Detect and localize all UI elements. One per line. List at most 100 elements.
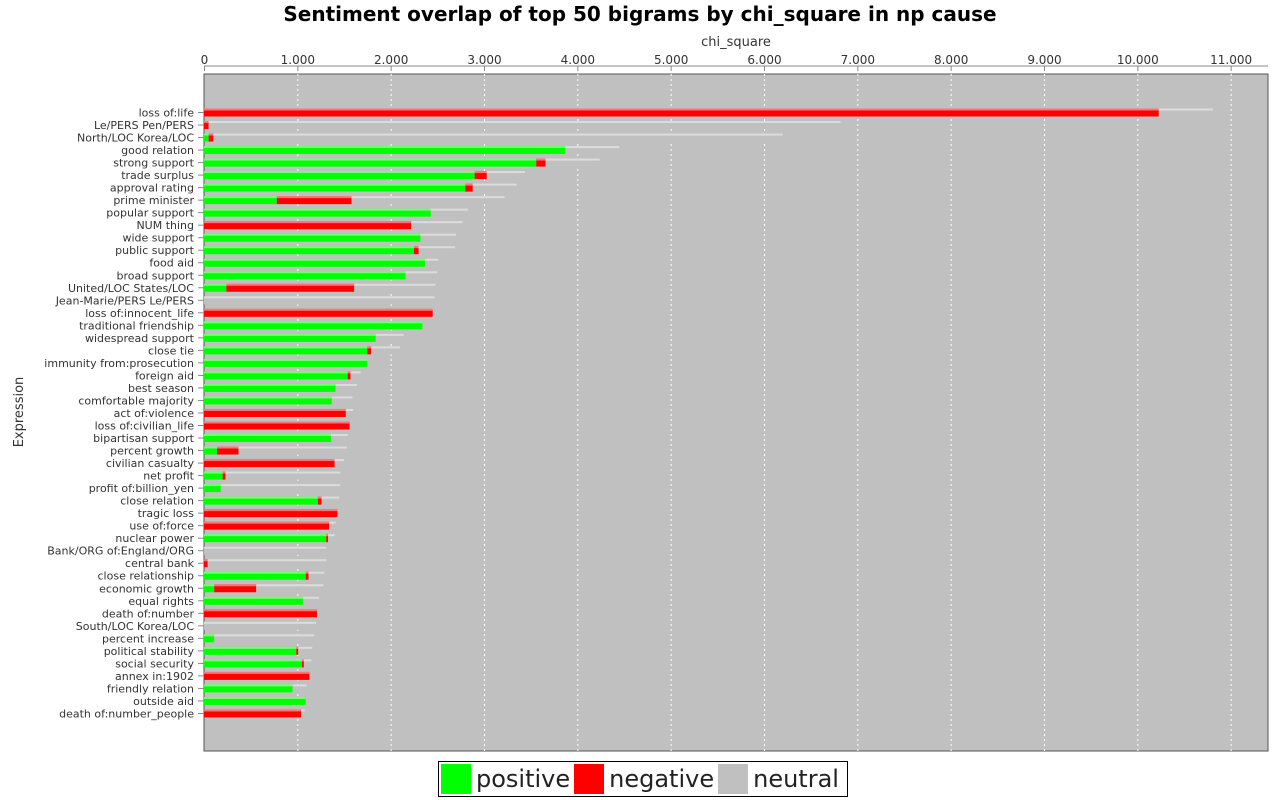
bar-highlight bbox=[204, 346, 368, 349]
bar-positive bbox=[204, 446, 218, 455]
bar-negative bbox=[204, 709, 302, 718]
bar-neutral bbox=[292, 684, 307, 693]
category-label: act of:violence bbox=[114, 407, 195, 420]
bar-neutral bbox=[430, 208, 469, 217]
bar-highlight bbox=[204, 446, 218, 449]
x-tick-label: 1.000 bbox=[281, 53, 315, 67]
bar-positive bbox=[204, 283, 227, 292]
bar-highlight bbox=[204, 596, 303, 599]
bar-highlight bbox=[430, 208, 469, 211]
x-tick-label: 11.000 bbox=[1210, 53, 1252, 67]
bar-neutral bbox=[545, 158, 600, 167]
category-label: good relation bbox=[121, 144, 194, 157]
bar-highlight bbox=[418, 246, 456, 249]
bar-positive bbox=[204, 321, 423, 330]
category-label: Bank/ORG of:England/ORG bbox=[47, 545, 194, 558]
category-label: comfortable majority bbox=[78, 394, 194, 407]
bar-positive bbox=[204, 246, 414, 255]
bar-highlight bbox=[367, 346, 372, 349]
bar-highlight bbox=[305, 571, 309, 574]
bar-highlight bbox=[204, 333, 376, 336]
bar-positive bbox=[204, 208, 431, 217]
bar-highlight bbox=[204, 459, 335, 462]
legend-item-neutral: neutral bbox=[718, 764, 839, 794]
bar-negative bbox=[326, 534, 329, 543]
bar-highlight bbox=[375, 333, 404, 336]
bar-neutral bbox=[207, 559, 327, 568]
category-label: economic growth bbox=[99, 582, 194, 595]
category-label: equal rights bbox=[128, 595, 194, 608]
bar-highlight bbox=[204, 371, 348, 374]
category-label: food aid bbox=[149, 257, 194, 270]
bar-neutral bbox=[420, 233, 456, 242]
x-tick-label: 2.000 bbox=[374, 53, 408, 67]
bar-positive bbox=[204, 571, 306, 580]
bar-highlight bbox=[204, 709, 302, 712]
bar-negative bbox=[226, 283, 355, 292]
bar-highlight bbox=[217, 446, 239, 449]
bar-neutral bbox=[302, 596, 319, 605]
category-label: approval rating bbox=[110, 182, 194, 195]
bar-highlight bbox=[302, 596, 319, 599]
bar-positive bbox=[204, 584, 215, 593]
bar-highlight bbox=[328, 534, 335, 537]
bar-highlight bbox=[326, 534, 329, 537]
category-label: use of:force bbox=[129, 520, 194, 533]
bar-highlight bbox=[545, 158, 600, 161]
bar-neutral bbox=[334, 459, 344, 468]
bar-highlight bbox=[256, 584, 324, 587]
bar-highlight bbox=[204, 559, 208, 562]
bar-neutral bbox=[213, 133, 783, 142]
bar-highlight bbox=[220, 484, 341, 487]
bar-highlight bbox=[204, 296, 435, 299]
bar-positive bbox=[204, 371, 348, 380]
category-label: close relationship bbox=[98, 570, 195, 583]
bar-positive bbox=[204, 634, 215, 643]
y-axis-title: Expression bbox=[12, 377, 27, 448]
bar-positive bbox=[204, 434, 331, 443]
bar-highlight bbox=[204, 321, 423, 324]
category-label: close relation bbox=[120, 495, 194, 508]
bar-positive bbox=[204, 383, 336, 392]
bar-highlight bbox=[321, 496, 340, 499]
x-tick-label: 3.000 bbox=[467, 53, 501, 67]
bar-negative bbox=[204, 609, 317, 618]
category-label: outside aid bbox=[133, 695, 194, 708]
bar-highlight bbox=[204, 221, 412, 224]
bar-highlight bbox=[204, 308, 433, 311]
bar-positive bbox=[204, 183, 466, 192]
bar-neutral bbox=[405, 271, 438, 280]
bar-highlight bbox=[225, 471, 341, 474]
bar-highlight bbox=[405, 271, 438, 274]
bar-negative bbox=[204, 108, 1159, 117]
bar-highlight bbox=[204, 684, 293, 687]
bar-highlight bbox=[204, 171, 475, 174]
bar-highlight bbox=[425, 258, 439, 261]
bar-positive bbox=[204, 496, 318, 505]
bar-highlight bbox=[214, 584, 257, 587]
bar-positive bbox=[204, 358, 368, 367]
category-label: bipartisan support bbox=[93, 432, 195, 445]
bar-highlight bbox=[204, 121, 209, 124]
bar-highlight bbox=[474, 171, 487, 174]
bar-highlight bbox=[371, 346, 400, 349]
bar-negative bbox=[474, 171, 487, 180]
bar-positive bbox=[204, 346, 368, 355]
bar-highlight bbox=[204, 233, 421, 236]
bar-neutral bbox=[330, 434, 348, 443]
bar-highlight bbox=[204, 546, 327, 549]
legend-item-negative: negative bbox=[574, 764, 714, 794]
bar-neutral bbox=[208, 121, 841, 130]
category-label: loss of:life bbox=[139, 107, 195, 120]
bar-positive bbox=[204, 133, 209, 142]
bar-negative bbox=[414, 246, 419, 255]
bar-highlight bbox=[204, 471, 223, 474]
bar-highlight bbox=[204, 146, 566, 149]
x-tick-label: 6.000 bbox=[747, 53, 781, 67]
bar-highlight bbox=[330, 434, 348, 437]
category-label: South/LOC Korea/LOC bbox=[76, 620, 195, 633]
bar-positive bbox=[204, 646, 297, 655]
bar-neutral bbox=[354, 283, 436, 292]
bar-negative bbox=[204, 121, 209, 130]
bar-highlight bbox=[204, 659, 302, 662]
